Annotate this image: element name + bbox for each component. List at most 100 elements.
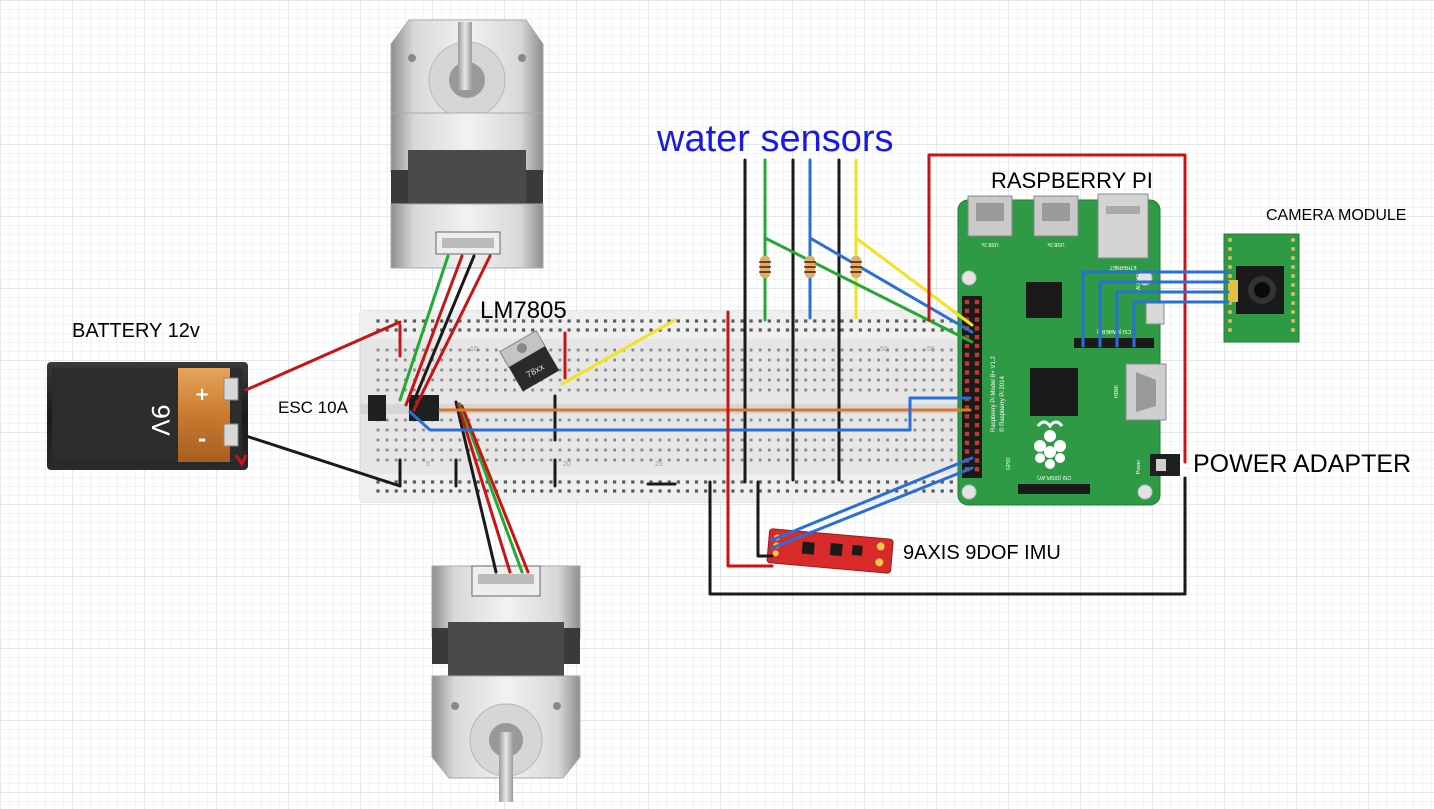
breadboard-hole (822, 388, 826, 392)
breadboard-rail-hole (876, 319, 881, 323)
breadboard-hole (795, 358, 798, 362)
breadboard-hole (795, 388, 798, 392)
gpio-pin (964, 440, 970, 445)
breadboard-hole (394, 388, 398, 392)
breadboard-rail-hole (512, 319, 517, 323)
breadboard-hole (649, 368, 653, 372)
breadboard-hole (394, 438, 398, 442)
camera-pin (1228, 310, 1232, 314)
breadboard-rail-hole (740, 480, 744, 484)
gpio-label: GPIO (1006, 457, 1012, 470)
breadboard-hole (422, 458, 425, 462)
breadboard-hole (403, 458, 407, 462)
breadboard-hole (422, 368, 425, 372)
gpio-pin (974, 449, 980, 454)
breadboard-hole (913, 388, 917, 392)
breadboard-rail-hole (867, 319, 871, 323)
breadboard-hole (922, 368, 926, 372)
breadboard-hole (767, 438, 771, 442)
breadboard-rail-hole (813, 319, 817, 323)
breadboard-rail-hole (922, 480, 926, 484)
breadboard-hole (431, 378, 434, 382)
camera-pin (1291, 283, 1295, 287)
breadboard-rail-hole (858, 489, 862, 493)
breadboard-rail-hole (649, 319, 653, 323)
breadboard-hole (849, 388, 853, 392)
breadboard-hole (658, 348, 662, 352)
breadboard-hole (676, 358, 680, 362)
breadboard-hole (667, 358, 671, 362)
breadboard-rail-hole (904, 480, 908, 484)
breadboard-rail-hole (540, 489, 544, 493)
breadboard-hole (667, 438, 671, 442)
breadboard-rail-hole (895, 489, 899, 493)
breadboard-hole (858, 358, 862, 362)
breadboard-hole (849, 458, 853, 462)
breadboard-hole (476, 358, 480, 362)
breadboard-hole (376, 448, 380, 452)
breadboard-hole (813, 418, 817, 422)
breadboard-rail-hole (449, 319, 453, 323)
breadboard-hole (403, 368, 407, 372)
breadboard-hole (758, 368, 762, 372)
breadboard-hole (767, 418, 771, 422)
gpio-pin (974, 379, 980, 384)
breadboard-hole (549, 458, 553, 462)
breadboard-hole (922, 448, 926, 452)
breadboard-hole (877, 438, 880, 442)
breadboard-hole (758, 458, 762, 462)
breadboard-hole (567, 448, 571, 452)
breadboard-hole (567, 458, 571, 462)
breadboard-hole (695, 378, 698, 382)
breadboard-hole (758, 448, 762, 452)
breadboard-hole (949, 458, 953, 462)
breadboard-hole (767, 448, 771, 452)
breadboard-hole (622, 448, 626, 452)
breadboard-hole (740, 418, 744, 422)
breadboard-rail-hole (603, 328, 608, 332)
breadboard-hole (877, 458, 880, 462)
camera-pins (1228, 238, 1295, 332)
breadboard-rail-hole (886, 319, 890, 323)
breadboard-hole (868, 438, 871, 442)
breadboard-hole (604, 448, 607, 452)
breadboard-hole (822, 358, 826, 362)
breadboard-hole (713, 388, 717, 392)
breadboard-rail-hole (722, 480, 726, 484)
breadboard-rail-hole (649, 328, 653, 332)
breadboard-rail-hole (940, 328, 944, 332)
breadboard-hole (604, 458, 607, 462)
breadboard-rail-hole (376, 489, 380, 493)
breadboard-hole (485, 438, 489, 442)
breadboard-hole (522, 438, 525, 442)
breadboard-hole (449, 388, 453, 392)
breadboard-hole (385, 428, 389, 432)
breadboard-hole (795, 448, 798, 452)
breadboard-rail-hole (640, 319, 644, 323)
breadboard-hole (613, 378, 616, 382)
breadboard-rail-hole (758, 480, 762, 484)
breadboard-hole (831, 378, 835, 382)
svg-text:20: 20 (563, 461, 571, 468)
breadboard-hole (676, 448, 680, 452)
camera-pin (1228, 238, 1232, 242)
breadboard-rail-hole (622, 319, 626, 323)
breadboard-hole (795, 458, 798, 462)
breadboard-rail-hole (831, 328, 835, 332)
breadboard-hole (431, 348, 434, 352)
breadboard-rail-hole (822, 489, 826, 493)
breadboard-hole (376, 438, 380, 442)
breadboard-hole (731, 348, 735, 352)
raspberry-logo-icon (1034, 420, 1066, 469)
breadboard-hole (385, 378, 389, 382)
gpio-pin (964, 299, 970, 305)
breadboard-hole (767, 348, 771, 352)
breadboard-hole (940, 438, 944, 442)
gpio-pin (974, 326, 980, 331)
breadboard-rail-hole (458, 489, 462, 493)
breadboard-hole (485, 378, 489, 382)
breadboard-rail-hole (785, 480, 790, 484)
breadboard-hole (658, 358, 662, 362)
breadboard-hole (631, 458, 635, 462)
breadboard-hole (831, 348, 835, 352)
